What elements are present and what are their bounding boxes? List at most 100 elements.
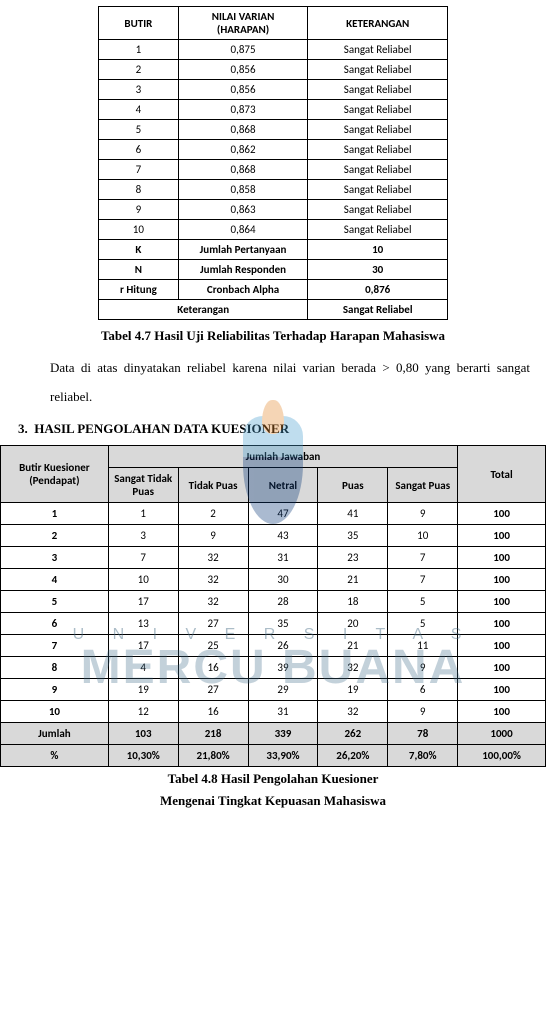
table-cell: 339 — [248, 723, 318, 745]
table-cell: 39 — [248, 657, 318, 679]
table-row: 60,862Sangat Reliabel — [99, 140, 448, 160]
table-cell: 31 — [248, 701, 318, 723]
table-cell: 10 — [1, 701, 109, 723]
table-cell: 4 — [99, 100, 179, 120]
table-cell: 8 — [99, 180, 179, 200]
table-cell: Cronbach Alpha — [178, 280, 308, 300]
table-cell: 7,80% — [388, 745, 458, 767]
table-cell: 1 — [1, 503, 109, 525]
table-cell: 100,00% — [458, 745, 546, 767]
table-row: 10121631329100 — [1, 701, 546, 723]
table-row: 50,868Sangat Reliabel — [99, 120, 448, 140]
table-cell: 7 — [1, 635, 109, 657]
col-header-ket: KETERANGAN — [308, 7, 448, 40]
table-cell: 25 — [178, 635, 248, 657]
table-cell: 32 — [178, 591, 248, 613]
table-summary-row: KJumlah Pertanyaan10 — [99, 240, 448, 260]
table-cell: 19 — [318, 679, 388, 701]
table-cell: 8 — [1, 657, 109, 679]
table-cell: Jumlah Responden — [178, 260, 308, 280]
table-cell: 10 — [108, 569, 178, 591]
table-cell: 27 — [178, 613, 248, 635]
table-cell: 100 — [458, 657, 546, 679]
section-heading: 3. HASIL PENGOLAHAN DATA KUESIONER — [18, 421, 546, 437]
sub-header-cell: Tidak Puas — [178, 468, 248, 503]
table-row: 4103230217100 — [1, 569, 546, 591]
table-cell: 43 — [248, 525, 318, 547]
table2-percent-row: %10,30%21,80%33,90%26,20%7,80%100,00% — [1, 745, 546, 767]
table-cell: 19 — [108, 679, 178, 701]
table-cell: 47 — [248, 503, 318, 525]
table-cell: 35 — [248, 613, 318, 635]
table-cell: 3 — [99, 80, 179, 100]
table-cell: % — [1, 745, 109, 767]
table-cell: 100 — [458, 613, 546, 635]
table-cell: 0,863 — [178, 200, 308, 220]
table-cell: N — [99, 260, 179, 280]
footer-value: Sangat Reliabel — [308, 300, 448, 320]
table-cell: 21 — [318, 569, 388, 591]
table-row: 10,875Sangat Reliabel — [99, 40, 448, 60]
table-cell: 4 — [1, 569, 109, 591]
table-cell: 0,856 — [178, 80, 308, 100]
table-cell: 7 — [108, 547, 178, 569]
table-row: 20,856Sangat Reliabel — [99, 60, 448, 80]
table-cell: 17 — [108, 635, 178, 657]
table-row: 11247419100 — [1, 503, 546, 525]
table-cell: 5 — [99, 120, 179, 140]
table-cell: 21 — [318, 635, 388, 657]
col-header-butir-kuesioner: Butir Kuesioner (Pendapat) — [1, 446, 109, 503]
table-cell: 78 — [388, 723, 458, 745]
table-cell: 27 — [178, 679, 248, 701]
table-cell: 0,858 — [178, 180, 308, 200]
table-cell: 3 — [108, 525, 178, 547]
table-cell: Sangat Reliabel — [308, 140, 448, 160]
table-cell: 10 — [99, 220, 179, 240]
table1-caption: Tabel 4.7 Hasil Uji Reliabilitas Terhada… — [0, 328, 546, 344]
table-cell: 7 — [99, 160, 179, 180]
footer-label: Keterangan — [99, 300, 308, 320]
table-cell: 21,80% — [178, 745, 248, 767]
table-cell: 30 — [248, 569, 318, 591]
table-cell: 9 — [388, 701, 458, 723]
table2-caption: Tabel 4.8 Hasil Pengolahan Kuesioner — [0, 771, 546, 787]
table-cell: r Hitung — [99, 280, 179, 300]
table-cell: 218 — [178, 723, 248, 745]
table-header-row: BUTIR NILAI VARIAN (HARAPAN) KETERANGAN — [99, 7, 448, 40]
table-cell: 18 — [318, 591, 388, 613]
table-cell: 100 — [458, 679, 546, 701]
table-cell: 9 — [99, 200, 179, 220]
table-cell: 11 — [388, 635, 458, 657]
table-row: 90,863Sangat Reliabel — [99, 200, 448, 220]
table-cell: 31 — [248, 547, 318, 569]
sub-header-cell: Puas — [318, 468, 388, 503]
table-cell: 16 — [178, 701, 248, 723]
sub-header-cell: Sangat Tidak Puas — [108, 468, 178, 503]
table-cell: 20 — [318, 613, 388, 635]
table-cell: Sangat Reliabel — [308, 200, 448, 220]
table-cell: Sangat Reliabel — [308, 60, 448, 80]
table-cell: 35 — [318, 525, 388, 547]
table-cell: 100 — [458, 525, 546, 547]
table-cell: 16 — [178, 657, 248, 679]
table-cell: 6 — [388, 679, 458, 701]
table-cell: 9 — [388, 657, 458, 679]
table-cell: 5 — [388, 613, 458, 635]
table-summary-row: NJumlah Responden30 — [99, 260, 448, 280]
table-cell: 100 — [458, 547, 546, 569]
table-cell: 6 — [99, 140, 179, 160]
table-cell: 2 — [178, 503, 248, 525]
table-cell: 26 — [248, 635, 318, 657]
table-cell: Sangat Reliabel — [308, 120, 448, 140]
table-row: 9192729196100 — [1, 679, 546, 701]
table-row: 841639329100 — [1, 657, 546, 679]
table-cell: 5 — [1, 591, 109, 613]
table-cell: 7 — [388, 547, 458, 569]
table-cell: 100 — [458, 569, 546, 591]
table-cell: 33,90% — [248, 745, 318, 767]
table2-top-header-row: Butir Kuesioner (Pendapat) Jumlah Jawaba… — [1, 446, 546, 468]
table-cell: 0,876 — [308, 280, 448, 300]
table-row: 5173228185100 — [1, 591, 546, 613]
table-cell: 1 — [108, 503, 178, 525]
table-cell: Jumlah Pertanyaan — [178, 240, 308, 260]
